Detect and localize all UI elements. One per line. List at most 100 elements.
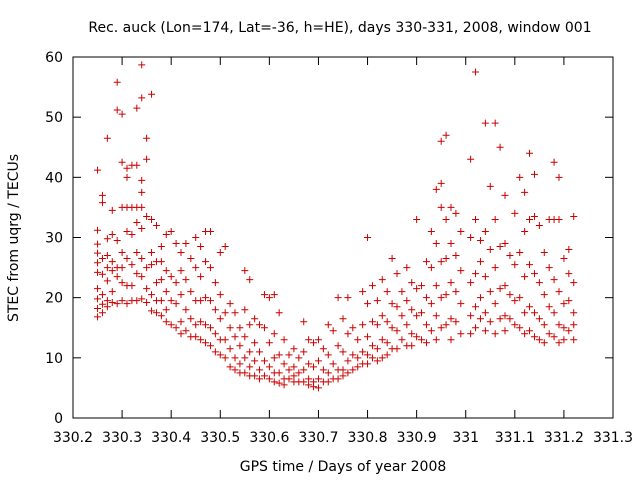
data-point [123,227,131,235]
data-point [123,300,131,308]
data-point [172,279,180,287]
data-point [550,309,558,317]
data-point [339,372,347,380]
data-point [221,354,229,362]
x-tick-label: 330.9 [397,430,437,446]
data-point [98,191,106,199]
data-point [118,110,126,118]
data-point [427,227,435,235]
data-point [447,336,455,344]
data-point [349,366,357,374]
data-point [211,279,219,287]
data-point [231,333,239,341]
data-point [408,306,416,314]
data-point [472,215,480,223]
data-point [206,264,214,272]
data-point [364,360,372,368]
data-point [128,261,136,269]
data-point [467,312,475,320]
data-point [521,273,529,281]
data-point [113,106,121,114]
data-point [535,279,543,287]
x-tick-label: 330.2 [53,430,93,446]
data-point [260,372,268,380]
data-point [364,351,372,359]
data-point [148,291,156,299]
data-point [138,203,146,211]
data-point [418,309,426,317]
data-point [354,354,362,362]
data-point [118,279,126,287]
data-point [349,351,357,359]
data-point [526,215,534,223]
data-point [138,255,146,263]
data-point [472,324,480,332]
data-point [560,336,568,344]
data-point [270,330,278,338]
data-point [98,291,106,299]
data-point [359,321,367,329]
data-point [206,297,214,305]
data-point [530,212,538,220]
data-point [481,273,489,281]
data-point [197,297,205,305]
data-point [275,309,283,317]
data-point [314,375,322,383]
data-point [516,324,524,332]
data-point [133,104,141,112]
data-point [133,161,141,169]
data-point [457,330,465,338]
data-point [256,375,264,383]
data-point [187,315,195,323]
data-point [334,294,342,302]
data-point [246,276,254,284]
data-point [408,279,416,287]
data-point [472,270,480,278]
data-point [94,166,102,174]
data-point [226,324,234,332]
data-point [359,288,367,296]
data-point [393,303,401,311]
data-point [202,294,210,302]
data-point [157,276,165,284]
data-point [447,315,455,323]
data-point [270,354,278,362]
data-point [118,158,126,166]
data-point [540,291,548,299]
data-point [143,212,151,220]
data-point [103,264,111,272]
data-point [373,345,381,353]
data-point [202,258,210,266]
data-point [472,68,480,76]
axis-ticks: 0 10 20 30 40 50 60 330.2 330.3 330.4 330.5 330.6 33… [45,50,633,446]
data-point [221,336,229,344]
data-point [138,94,146,102]
data-point [373,321,381,329]
data-point [256,348,264,356]
data-point [472,303,480,311]
data-point [422,339,430,347]
data-point [275,369,283,377]
data-point [310,383,318,391]
data-point [368,354,376,362]
data-point [280,360,288,368]
data-point [506,291,514,299]
data-point [118,297,126,305]
data-point [197,273,205,281]
data-point [94,249,102,257]
data-point [177,318,185,326]
data-point [300,348,308,356]
data-point [108,288,116,296]
data-point [143,285,151,293]
data-point [457,227,465,235]
data-point [231,309,239,317]
data-point [427,300,435,308]
data-point [148,90,156,98]
data-point [285,351,293,359]
data-point [98,255,106,263]
data-point [540,339,548,347]
data-point [108,298,116,306]
data-point [565,297,573,305]
data-point [133,297,141,305]
